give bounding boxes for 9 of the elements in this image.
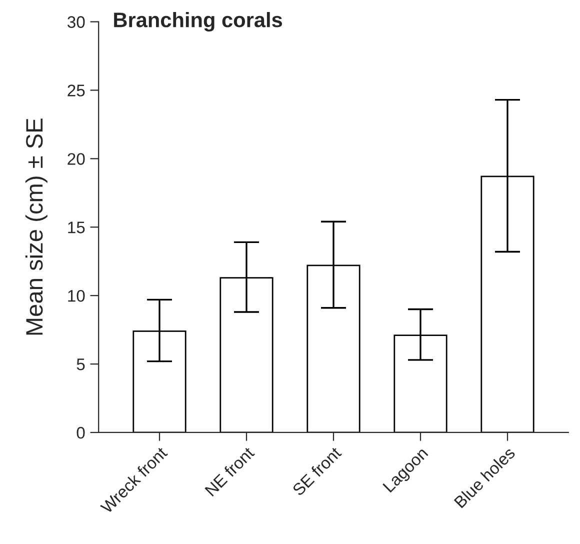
y-tick-label: 0 (76, 426, 85, 439)
y-tick-label: 30 (68, 16, 85, 28)
chart-title: Branching corals (114, 12, 282, 32)
y-tick-label: 15 (68, 222, 85, 234)
y-tick-label: 5 (76, 358, 85, 370)
y-axis-title: Mean size (cm) ± SE (25, 118, 48, 335)
y-tick-label: 20 (68, 153, 85, 165)
y-tick-label: 10 (68, 290, 85, 302)
y-tick-label: 25 (68, 84, 85, 96)
